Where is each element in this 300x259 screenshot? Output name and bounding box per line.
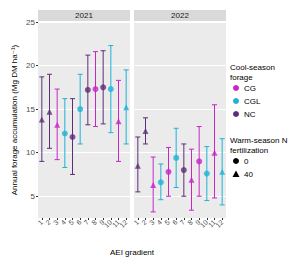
svg-text:25: 25: [26, 18, 35, 27]
svg-text:8: 8: [90, 218, 98, 226]
svg-text:0: 0: [244, 157, 249, 166]
svg-text:CGL: CGL: [244, 97, 261, 106]
svg-text:20: 20: [26, 61, 35, 70]
svg-text:5: 5: [67, 218, 75, 226]
svg-text:10: 10: [198, 218, 210, 229]
svg-text:40: 40: [244, 170, 253, 179]
svg-text:CG: CG: [244, 84, 256, 93]
svg-text:6: 6: [171, 218, 179, 226]
svg-text:8: 8: [186, 218, 194, 226]
svg-text:NC: NC: [244, 110, 256, 119]
svg-text:3: 3: [52, 218, 60, 226]
svg-text:1: 1: [133, 218, 141, 226]
svg-text:AEI gradient: AEI gradient: [110, 248, 155, 257]
svg-text:4: 4: [60, 218, 68, 226]
svg-text:3: 3: [148, 218, 156, 226]
svg-text:forage: forage: [230, 73, 253, 82]
svg-text:1: 1: [37, 218, 45, 226]
svg-text:7: 7: [83, 218, 91, 226]
svg-text:10: 10: [102, 218, 114, 229]
svg-text:12: 12: [118, 218, 129, 229]
svg-text:Cool-season: Cool-season: [230, 63, 275, 72]
svg-text:15: 15: [26, 105, 35, 114]
svg-text:4: 4: [156, 218, 164, 226]
svg-text:2022: 2022: [171, 11, 189, 20]
svg-text:5: 5: [31, 192, 36, 201]
svg-text:6: 6: [75, 218, 83, 226]
svg-text:9: 9: [193, 218, 202, 227]
svg-text:11: 11: [206, 218, 217, 229]
svg-text:2021: 2021: [75, 11, 93, 20]
svg-text:7: 7: [179, 218, 187, 226]
svg-text:Annual forage accumulation (Mg: Annual forage accumulation (Mg DM ha⁻¹): [10, 44, 19, 195]
svg-text:10: 10: [26, 148, 35, 157]
svg-text:fertilization: fertilization: [230, 146, 268, 155]
svg-text:9: 9: [97, 218, 106, 227]
svg-text:2: 2: [44, 218, 52, 226]
svg-text:Warm-season N: Warm-season N: [230, 136, 288, 145]
svg-text:12: 12: [214, 218, 225, 229]
svg-text:11: 11: [110, 218, 121, 229]
svg-text:5: 5: [163, 218, 171, 226]
svg-text:2: 2: [140, 218, 148, 226]
